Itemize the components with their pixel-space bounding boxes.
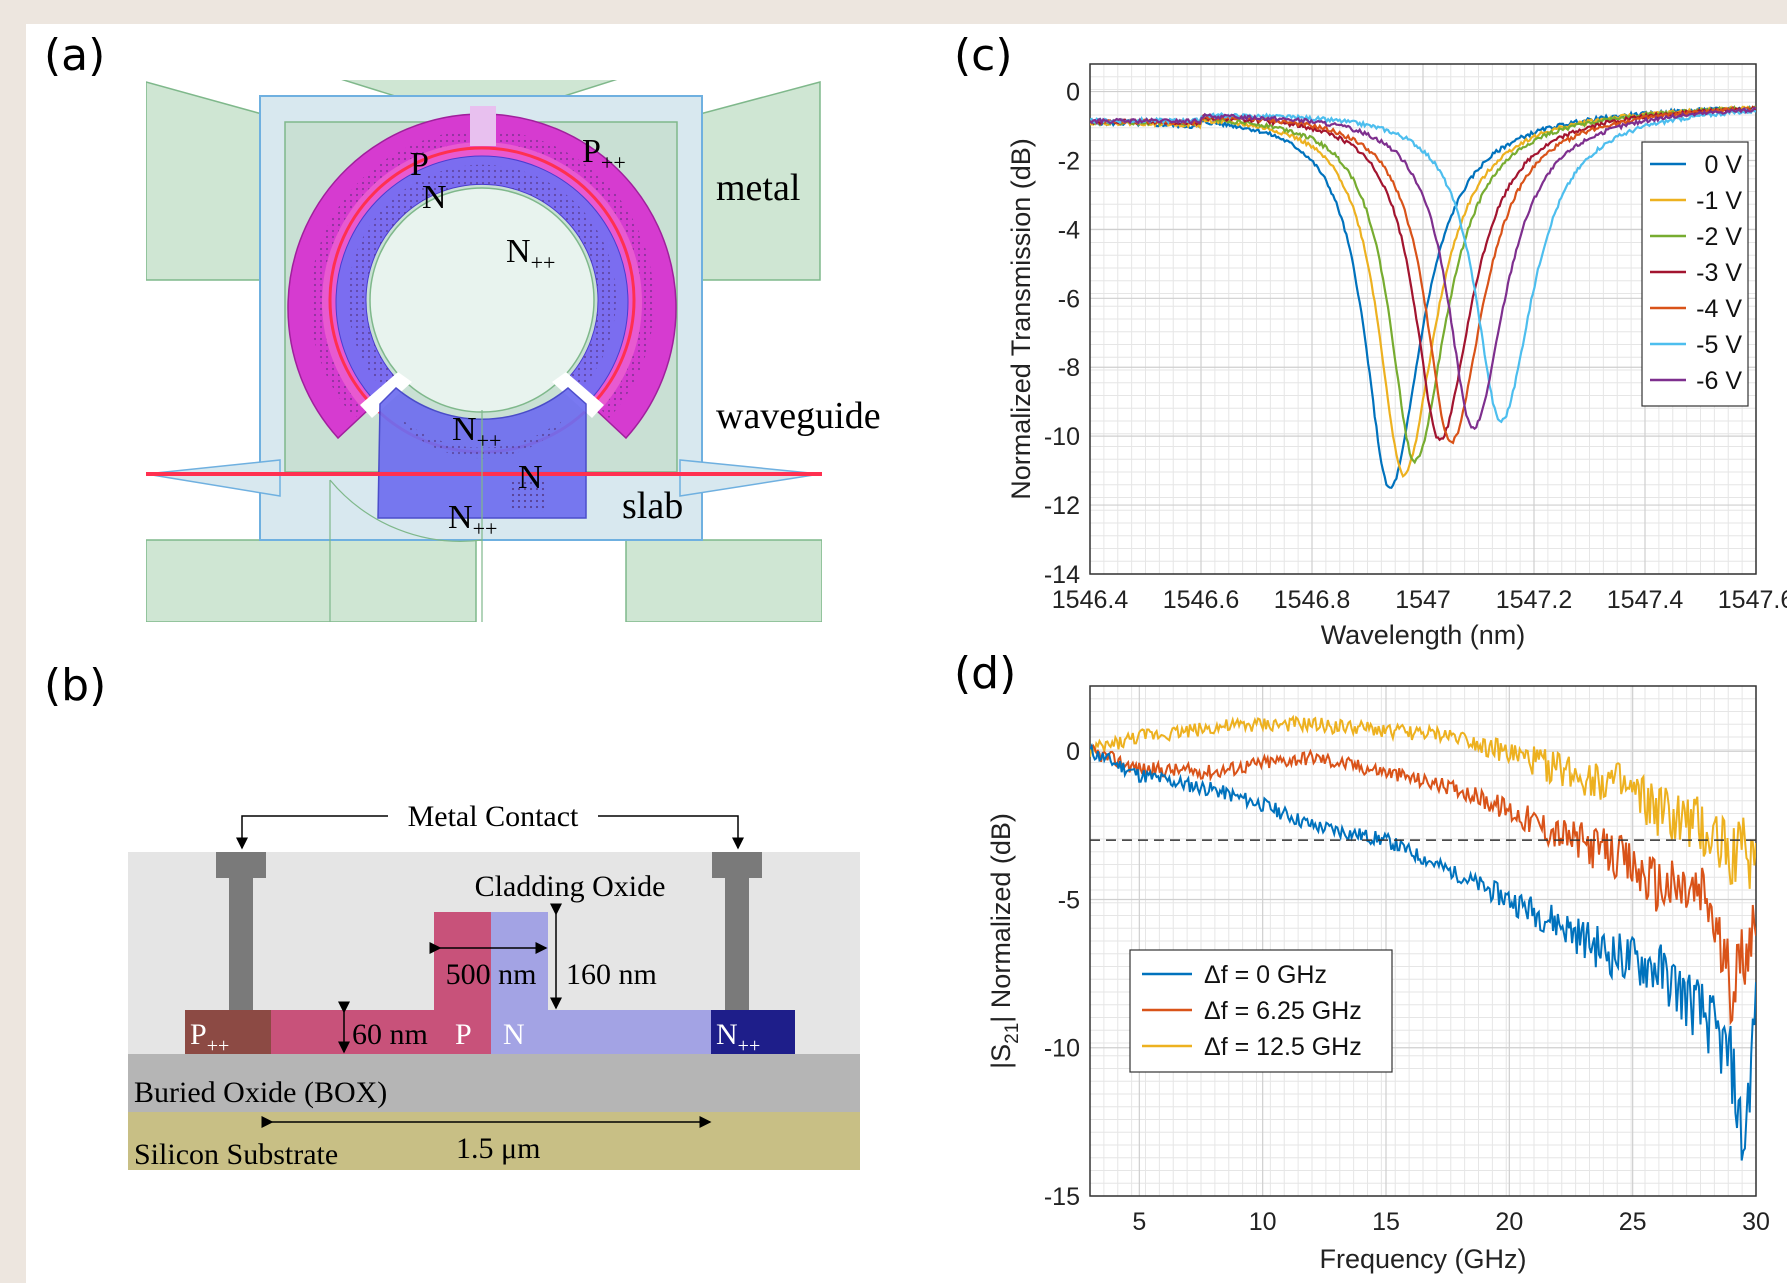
label-n-small: N — [518, 459, 543, 496]
bus-waveguide — [146, 472, 822, 476]
label-p: P — [410, 146, 429, 183]
label-n: N — [422, 179, 447, 216]
label-metal: metal — [716, 167, 800, 209]
slab-arc — [329, 479, 483, 542]
panel-label-c: (c) — [954, 30, 1013, 81]
ring-gap-left — [360, 372, 412, 418]
label-n-plus-plus-bottom: N++ — [448, 499, 497, 541]
label-waveguide: waveguide — [716, 395, 881, 437]
metal-pad-bottom-left — [146, 539, 477, 622]
label-n-plus-plus-inner: N++ — [506, 233, 555, 275]
panel-label-b: (b) — [44, 660, 107, 711]
panel-label-d: (d) — [954, 648, 1017, 699]
p-contact-vias — [309, 130, 654, 418]
ring-gap-top — [470, 106, 496, 146]
slab-taper-left — [146, 459, 281, 497]
label-n-plus-plus-block: N++ — [452, 411, 501, 453]
n-contact-vias — [348, 164, 616, 388]
label-slab: slab — [622, 485, 683, 527]
panel-label-a: (a) — [44, 30, 106, 81]
n-block-vias — [400, 418, 564, 459]
slab-taper-right — [679, 459, 821, 497]
metal-pad-bottom-right — [625, 539, 822, 622]
ring-gap-right — [552, 372, 604, 418]
label-p-plus-plus: P++ — [582, 133, 626, 175]
n-small-vias — [510, 482, 546, 512]
